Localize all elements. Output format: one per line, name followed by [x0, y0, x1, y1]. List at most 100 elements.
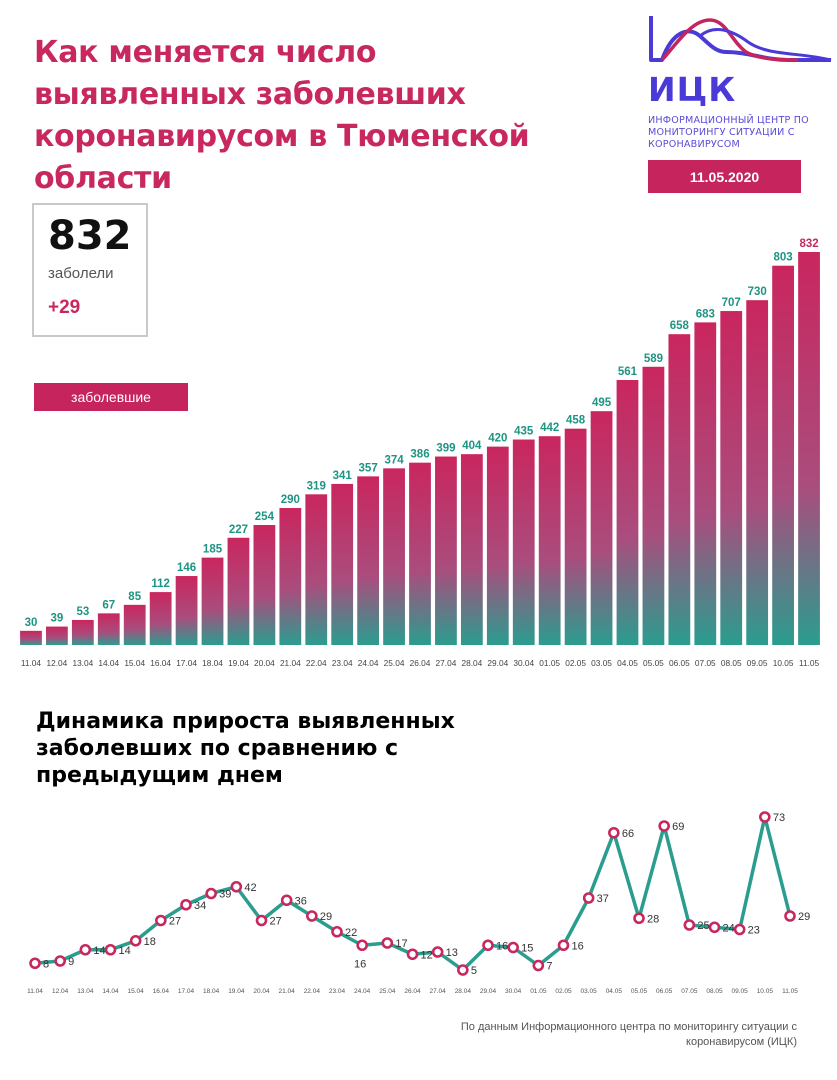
x-tick-label: 25.04 [379, 988, 396, 995]
bar-value-label: 399 [436, 443, 455, 455]
point-value-label: 24 [723, 922, 735, 934]
x-tick-label: 09.05 [732, 988, 749, 995]
bar [149, 592, 172, 645]
bar [694, 322, 717, 645]
data-point [180, 898, 192, 911]
line-chart-title: Динамика прироста выявленных заболевших … [36, 709, 455, 788]
x-tick-label: 12.04 [47, 658, 68, 668]
bar [227, 537, 250, 645]
x-tick-label: 06.05 [656, 988, 673, 995]
bar-value-label: 227 [229, 524, 248, 536]
point-value-label: 27 [270, 916, 282, 928]
x-tick-label: 28.04 [461, 658, 482, 668]
x-tick-label: 13.04 [72, 658, 93, 668]
bar-value-label: 146 [177, 562, 196, 574]
point-value-label: 27 [169, 916, 181, 928]
bar-value-label: 707 [722, 297, 741, 309]
x-tick-label: 30.04 [505, 988, 522, 995]
x-tick-label: 06.05 [669, 658, 690, 668]
data-point [381, 937, 394, 949]
data-point [708, 921, 721, 934]
bar [123, 604, 146, 645]
data-point [255, 914, 268, 927]
bar [772, 265, 794, 645]
x-tick-label: 11.04 [27, 988, 43, 995]
data-point [582, 892, 595, 904]
summary-label: заболели [48, 265, 114, 282]
x-tick-label: 01.05 [539, 658, 560, 668]
data-point [79, 943, 92, 956]
bar-value-label: 341 [333, 470, 353, 482]
point-value-label: 34 [194, 900, 206, 912]
bar-value-label: 658 [670, 320, 690, 332]
date-badge: 11.05.2020 [648, 160, 801, 193]
point-value-label: 16 [572, 940, 584, 952]
data-point [104, 943, 117, 956]
x-tick-label: 02.05 [555, 988, 572, 995]
bar [590, 411, 613, 645]
x-tick-label: 24.04 [358, 658, 379, 668]
x-tick-label: 05.05 [643, 658, 664, 668]
data-point [29, 957, 41, 970]
x-tick-label: 16.04 [153, 988, 170, 995]
point-value-label: 16 [354, 958, 366, 970]
point-value-label: 28 [647, 913, 659, 925]
data-point [683, 919, 696, 931]
x-tick-label: 02.05 [565, 658, 586, 668]
data-point [658, 820, 670, 832]
legend-badge: заболевшие [34, 383, 188, 411]
x-tick-label: 14.04 [98, 658, 119, 668]
bar-value-label: 832 [799, 238, 818, 250]
bar [538, 436, 561, 645]
x-tick-label: 09.05 [747, 658, 768, 668]
bar-value-label: 30 [25, 617, 38, 629]
bar [20, 630, 42, 645]
data-point [457, 964, 469, 976]
summary-delta: +29 [48, 297, 81, 318]
x-tick-label: 30.04 [513, 658, 534, 668]
x-tick-label: 01.05 [530, 988, 547, 995]
logo-name: ИЦК [648, 70, 737, 109]
x-tick-label: 07.05 [681, 988, 698, 995]
bar-value-label: 254 [255, 511, 275, 523]
point-value-label: 15 [521, 943, 533, 955]
bar [642, 366, 665, 645]
bar-value-label: 290 [281, 494, 300, 506]
x-tick-label: 14.04 [102, 988, 119, 995]
data-point [733, 923, 746, 936]
point-value-label: 25 [697, 920, 709, 932]
bar-value-label: 39 [51, 613, 64, 625]
x-tick-label: 17.04 [178, 988, 195, 995]
x-tick-label: 18.04 [202, 658, 223, 668]
bar [460, 454, 483, 645]
x-tick-label: 19.04 [228, 988, 245, 995]
x-tick-label: 11.05 [799, 658, 820, 668]
bar [720, 311, 743, 645]
point-value-label: 39 [219, 889, 231, 901]
bar-value-label: 319 [307, 480, 326, 492]
x-tick-label: 21.04 [280, 658, 301, 668]
bar-value-label: 730 [748, 286, 767, 298]
data-point [633, 912, 645, 925]
bar-value-label: 85 [128, 591, 141, 603]
x-tick-label: 26.04 [404, 988, 421, 995]
bar [357, 476, 380, 645]
summary-total: 832 [48, 213, 132, 259]
page-title: Как меняется число выявленных заболевших… [34, 35, 530, 196]
x-tick-label: 07.05 [695, 658, 716, 668]
point-value-label: 8 [43, 958, 49, 970]
x-tick-label: 23.04 [329, 988, 346, 995]
bar [97, 613, 120, 645]
data-point [532, 959, 545, 972]
point-value-label: 36 [295, 895, 307, 907]
cases-bar-chart: 30 11.04 39 12.04 53 13.04 67 14.04 85 15.04 112 16… [20, 238, 820, 668]
point-value-label: 17 [395, 938, 407, 950]
x-tick-label: 21.04 [279, 988, 296, 995]
bar-value-label: 589 [644, 353, 663, 365]
bar-value-label: 404 [462, 440, 482, 452]
x-tick-label: 20.04 [253, 988, 270, 995]
x-tick-label: 03.05 [581, 988, 598, 995]
data-point [557, 939, 570, 952]
bar-value-label: 386 [410, 449, 429, 461]
x-tick-label: 24.04 [354, 988, 371, 995]
